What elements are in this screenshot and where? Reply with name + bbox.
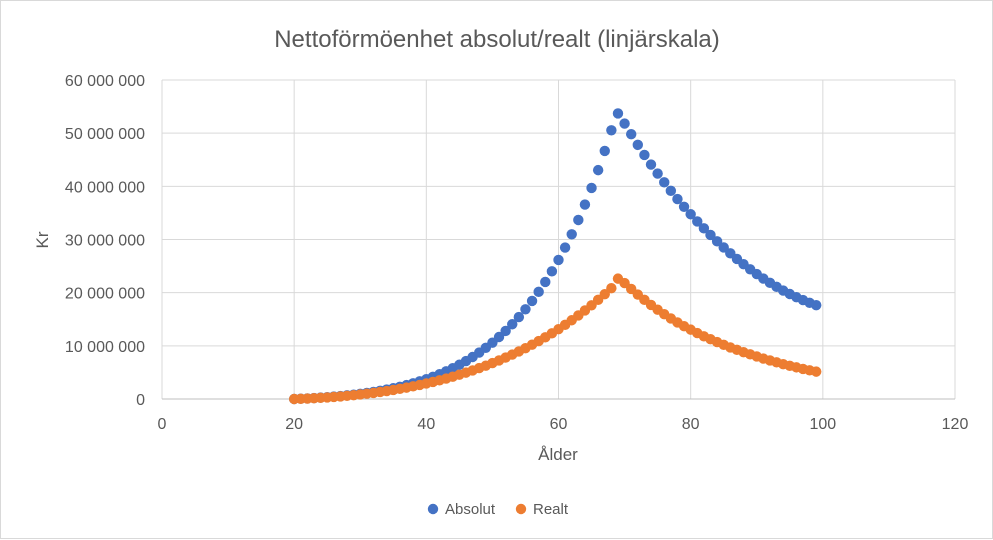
data-point-absolut <box>573 214 584 226</box>
data-point-absolut <box>559 242 571 253</box>
data-point-absolut <box>811 299 822 311</box>
data-point-absolut <box>546 266 558 277</box>
series-layer <box>288 108 822 405</box>
legend-label: Realt <box>533 501 569 518</box>
data-point-absolut <box>520 304 531 315</box>
data-point-absolut <box>698 223 710 234</box>
data-point-absolut <box>586 182 597 194</box>
y-tick-labels: 0 10 000 000 20 000 000 30 000 000 40 000 00… <box>65 73 145 409</box>
x-tick-labels: 0 20 40 60 80 100 120 <box>158 416 969 433</box>
data-point-absolut <box>645 159 657 170</box>
y-tick-label: 10 000 000 <box>65 339 145 356</box>
series-realt <box>288 273 822 405</box>
data-point-absolut <box>500 325 511 337</box>
data-point-absolut <box>599 145 610 157</box>
data-point-absolut <box>685 209 696 220</box>
data-point-absolut <box>507 319 518 330</box>
x-axis-label: Ålder <box>538 445 578 464</box>
x-tick-label: 0 <box>158 416 167 433</box>
x-tick-label: 40 <box>417 416 435 433</box>
x-tick-label: 20 <box>285 416 303 433</box>
data-point-absolut <box>711 236 723 247</box>
legend-item-absolut: Absolut <box>427 501 496 518</box>
x-tick-label: 80 <box>682 416 700 433</box>
data-point-absolut <box>493 331 505 343</box>
data-point-absolut <box>678 201 690 213</box>
legend-label: Absolut <box>445 501 496 518</box>
legend-marker <box>515 503 527 515</box>
data-point-absolut <box>592 164 604 176</box>
y-tick-label: 0 <box>136 392 145 409</box>
data-point-absolut <box>513 311 525 323</box>
legend-item-realt: Realt <box>515 501 569 518</box>
data-point-realt <box>606 283 617 294</box>
x-tick-label: 120 <box>942 416 969 433</box>
y-tick-label: 40 000 000 <box>65 179 145 196</box>
data-point-realt <box>811 366 822 377</box>
data-point-absolut <box>566 229 577 240</box>
data-point-realt <box>599 288 610 300</box>
data-point-absolut <box>625 129 637 140</box>
data-point-absolut <box>553 254 564 266</box>
data-point-absolut <box>672 193 683 205</box>
data-point-absolut <box>619 118 630 129</box>
data-point-absolut <box>540 276 551 288</box>
data-point-absolut <box>606 125 617 136</box>
y-tick-label: 30 000 000 <box>65 233 145 250</box>
x-tick-label: 60 <box>550 416 568 433</box>
data-point-absolut <box>639 149 650 161</box>
data-point-absolut <box>612 108 624 119</box>
legend: Absolut Realt <box>427 501 569 518</box>
data-point-absolut <box>652 168 663 179</box>
legend-marker <box>427 503 439 515</box>
data-point-absolut <box>665 185 677 197</box>
series-absolut <box>288 108 822 405</box>
y-tick-label: 60 000 000 <box>65 73 145 90</box>
y-tick-label: 50 000 000 <box>65 126 145 143</box>
y-axis-label: Kr <box>33 231 52 248</box>
data-point-absolut <box>579 199 591 210</box>
data-point-absolut <box>659 177 670 188</box>
data-point-absolut <box>632 139 643 151</box>
data-point-absolut <box>692 216 703 227</box>
data-point-absolut <box>526 295 538 307</box>
x-tick-label: 100 <box>809 416 836 433</box>
y-tick-label: 20 000 000 <box>65 286 145 303</box>
chart-title: Nettoförmöenhet absolut/realt (linjärska… <box>274 26 720 53</box>
horizontal-gridlines <box>162 79 955 400</box>
data-point-absolut <box>705 229 716 241</box>
data-point-absolut <box>533 286 544 298</box>
